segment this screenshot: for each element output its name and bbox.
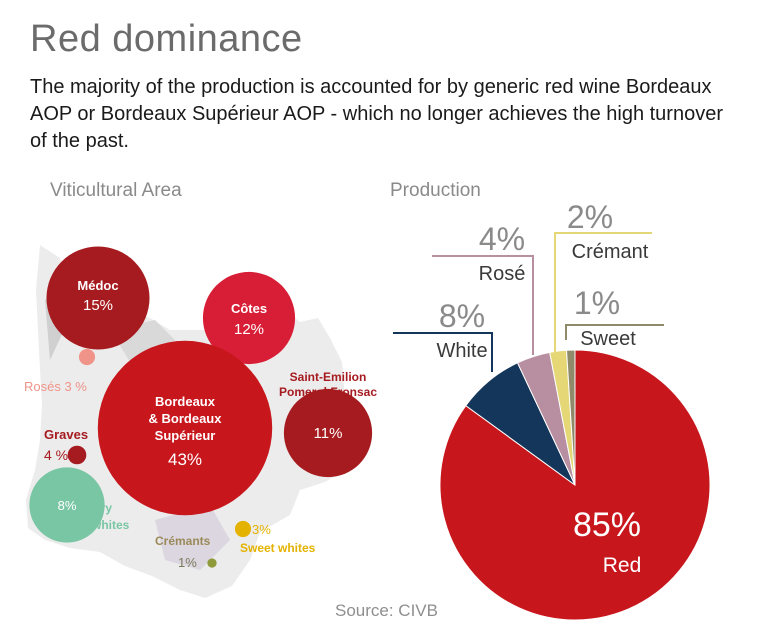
bubble-dry-whites (29, 467, 105, 543)
bubble-label-roses: Rosés 3 % (24, 379, 87, 394)
viticultural-area-title: Viticultural Area (50, 180, 182, 201)
bubble-label-name: Bordeaux (155, 394, 216, 409)
map-region-shade (155, 505, 230, 570)
pie-label-value-white: 8% (439, 298, 485, 334)
bubble-label-name: whites (91, 518, 130, 532)
bubble-label-name: Médoc (77, 278, 118, 293)
bubble-label-name: Sweet whites (240, 541, 316, 555)
bubble-sweet-whites (234, 520, 252, 538)
bubble-saint-emilion-pomerol-fronsac (283, 388, 373, 478)
leader-line-sweet (565, 324, 664, 340)
production-title: Production (390, 180, 481, 201)
bubble-label-value: 3% (252, 522, 271, 537)
bubble-label-name: & Bordeaux (149, 411, 223, 426)
bubble-c-tes (202, 271, 296, 365)
bubble-label-value: 1% (178, 555, 197, 570)
bubble-m-doc (46, 246, 150, 350)
pie-leaders: 8% White 4% Rosé 2% Crémant 1% Sweet (393, 199, 664, 372)
bubble-label-name: Graves (44, 427, 88, 442)
bubble-label-name: Supérieur (155, 428, 216, 443)
bubble-label-value: 8% (58, 498, 77, 513)
bubble-label-value: 43% (168, 450, 202, 469)
pie-label-name-white: White (436, 340, 487, 362)
pie-label-value-ros-: 4% (479, 221, 525, 257)
bubble-label-name: Crémants (155, 534, 211, 548)
bubble-label-value: 12% (234, 321, 264, 338)
pie-label-name-sweet: Sweet (580, 328, 636, 350)
bubble-ros-s (78, 348, 96, 366)
bubble-graves (67, 445, 87, 465)
pie-label-value: 85% (573, 506, 641, 544)
bubble-label-name: Côtes (231, 301, 267, 316)
bubble-labels: Médoc 15% Côtes 12% Bordeaux & Bordeaux Supéri… (24, 278, 377, 570)
bubble-label-value: 11% (314, 425, 343, 442)
bubble-label-value: 4 % (44, 447, 68, 463)
pie-slice-sweet (565, 349, 576, 486)
production-pie: 85% Red (439, 349, 711, 621)
pie-label-name-ros-: Rosé (479, 263, 526, 285)
page-subtitle: The majority of the production is accoun… (30, 76, 723, 152)
leader-line-white (393, 332, 493, 372)
pie-label-value-cr-mant: 2% (567, 199, 613, 235)
viticultural-bubbles (29, 246, 373, 568)
bubble-bordeaux-bordeaux-sup-rieur (97, 340, 273, 516)
leader-line-ros- (432, 255, 534, 355)
pie-label-name: Red (603, 554, 642, 577)
bubble-label-name: Pomerol Fronsac (279, 385, 377, 399)
bubble-label-value: 15% (83, 297, 113, 314)
bubble-label-name: Saint-Emilion (290, 370, 367, 384)
source-note: Source: CIVB (335, 601, 438, 620)
pie-label-value-sweet: 1% (574, 285, 620, 321)
bubble-cr-mants (207, 558, 217, 568)
bubble-label-name: Dry (92, 501, 112, 515)
pie-label-name-cr-mant: Crémant (572, 241, 649, 263)
page-title: Red dominance (30, 18, 303, 60)
